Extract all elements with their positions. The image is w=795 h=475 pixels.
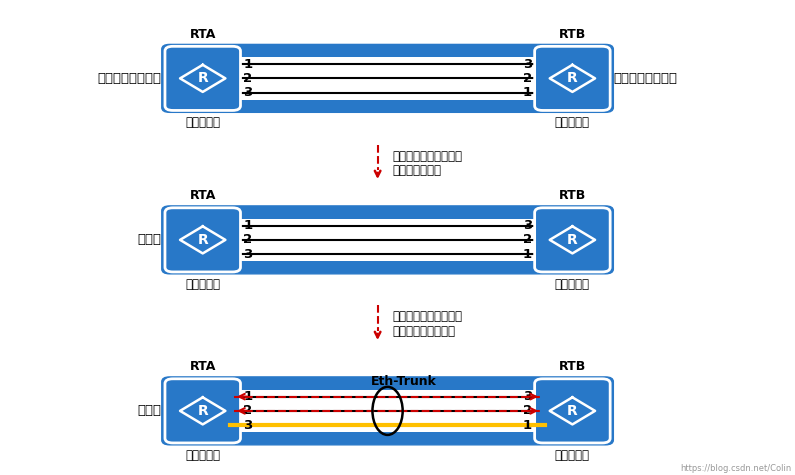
Text: 2: 2 bbox=[243, 72, 252, 85]
Text: 主动端: 主动端 bbox=[138, 233, 162, 247]
FancyBboxPatch shape bbox=[231, 57, 545, 100]
Text: R: R bbox=[197, 404, 208, 418]
Text: 3: 3 bbox=[523, 390, 532, 403]
Text: Eth-Trunk: Eth-Trunk bbox=[370, 375, 436, 388]
FancyBboxPatch shape bbox=[534, 208, 611, 272]
FancyBboxPatch shape bbox=[162, 377, 614, 445]
FancyBboxPatch shape bbox=[231, 390, 545, 432]
Text: 2: 2 bbox=[243, 233, 252, 247]
Text: 接口优先级: 接口优先级 bbox=[185, 116, 220, 129]
Text: R: R bbox=[567, 404, 578, 418]
FancyBboxPatch shape bbox=[162, 45, 614, 113]
FancyBboxPatch shape bbox=[165, 208, 240, 272]
Text: R: R bbox=[197, 233, 208, 247]
Text: RTB: RTB bbox=[559, 28, 586, 41]
Text: 1: 1 bbox=[243, 57, 252, 71]
Text: 优先级确定活跃链路: 优先级确定活跃链路 bbox=[392, 324, 455, 338]
Text: 2: 2 bbox=[523, 404, 532, 418]
Text: 2: 2 bbox=[523, 233, 532, 247]
Text: 接口优先级: 接口优先级 bbox=[555, 116, 590, 129]
Text: 接口优先级: 接口优先级 bbox=[555, 277, 590, 291]
Text: 高系统优先级设备: 高系统优先级设备 bbox=[98, 72, 162, 85]
Text: 1: 1 bbox=[523, 86, 532, 99]
Text: https://blog.csdn.net/Colin: https://blog.csdn.net/Colin bbox=[680, 464, 791, 473]
Text: 2: 2 bbox=[523, 72, 532, 85]
FancyBboxPatch shape bbox=[231, 218, 545, 261]
Text: 3: 3 bbox=[243, 86, 252, 99]
FancyBboxPatch shape bbox=[165, 47, 240, 111]
Text: R: R bbox=[567, 233, 578, 247]
Text: 1: 1 bbox=[243, 219, 252, 232]
Text: 通过比较设备系统优先: 通过比较设备系统优先 bbox=[392, 150, 462, 163]
Text: 接口优先级: 接口优先级 bbox=[555, 448, 590, 462]
Text: 2: 2 bbox=[243, 404, 252, 418]
Text: 1: 1 bbox=[523, 247, 532, 261]
Text: 3: 3 bbox=[243, 418, 252, 432]
Text: RTA: RTA bbox=[189, 189, 216, 202]
Text: 1: 1 bbox=[523, 418, 532, 432]
FancyBboxPatch shape bbox=[534, 379, 611, 443]
Text: R: R bbox=[197, 71, 208, 86]
Text: RTB: RTB bbox=[559, 189, 586, 202]
Text: 主动端: 主动端 bbox=[138, 404, 162, 418]
Text: 接口优先级: 接口优先级 bbox=[185, 277, 220, 291]
FancyBboxPatch shape bbox=[162, 206, 614, 274]
Text: 3: 3 bbox=[243, 247, 252, 261]
FancyBboxPatch shape bbox=[534, 47, 611, 111]
Text: 低系统优先级设备: 低系统优先级设备 bbox=[614, 72, 677, 85]
Text: RTA: RTA bbox=[189, 28, 216, 41]
Text: 接口优先级: 接口优先级 bbox=[185, 448, 220, 462]
Text: 3: 3 bbox=[523, 57, 532, 71]
Text: 1: 1 bbox=[243, 390, 252, 403]
Text: R: R bbox=[567, 71, 578, 86]
Text: RTB: RTB bbox=[559, 360, 586, 373]
FancyBboxPatch shape bbox=[165, 379, 240, 443]
Text: 主动端通过比较接口的: 主动端通过比较接口的 bbox=[392, 310, 462, 323]
Text: 3: 3 bbox=[523, 219, 532, 232]
Text: RTA: RTA bbox=[189, 360, 216, 373]
Text: 级，确定主动端: 级，确定主动端 bbox=[392, 164, 441, 177]
